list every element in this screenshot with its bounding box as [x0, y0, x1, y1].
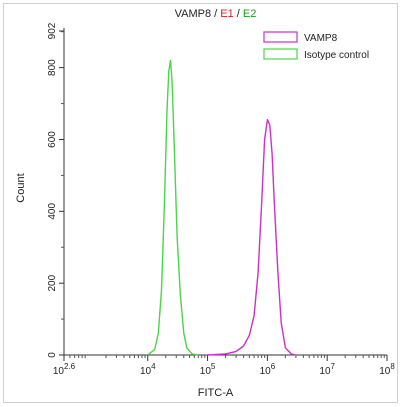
y-tick-label: 800	[47, 59, 58, 76]
x-tick-label: 102.6	[53, 362, 76, 377]
flow-cytometry-histogram: VAMP8 / E1 / E2 102.6 104 105 106 107 108 0 20…	[15, 8, 395, 399]
x-axis-ticks: 102.6 104 105 106 107 108	[53, 355, 395, 377]
y-tick-label: 0	[47, 352, 58, 358]
x-tick-label: 106	[260, 362, 276, 377]
legend: VAMP8 Isotype control	[263, 31, 369, 61]
title-part: E1	[220, 8, 233, 20]
x-axis-label: FITC-A	[198, 387, 234, 399]
series-line	[147, 59, 199, 356]
legend-label: Isotype control	[304, 50, 369, 61]
y-tick-label: 902	[47, 22, 58, 39]
x-tick-label: 108	[379, 362, 395, 377]
legend-swatch	[263, 31, 298, 43]
x-tick-label: 105	[200, 362, 216, 377]
y-tick-label: 400	[47, 203, 58, 220]
series-group	[147, 59, 297, 356]
chart-title: VAMP8 / E1 / E2	[175, 8, 257, 20]
legend-label: VAMP8	[304, 33, 338, 44]
x-tick-label: 107	[319, 362, 335, 377]
x-tick-label: 104	[140, 362, 156, 377]
title-part: /	[234, 8, 243, 20]
y-axis-ticks: 0 200 400 600 800 902	[47, 22, 64, 358]
chart-title-text: VAMP8 / E1 / E2	[175, 8, 257, 20]
title-part: E2	[243, 8, 256, 20]
chart-frame: VAMP8 / E1 / E2 102.6 104 105 106 107 108 0 20…	[3, 3, 398, 403]
title-part: /	[211, 8, 220, 20]
y-tick-label: 600	[47, 131, 58, 148]
series-line	[207, 119, 297, 356]
legend-swatch	[263, 48, 298, 60]
y-tick-label: 200	[47, 274, 58, 291]
title-part: VAMP8	[175, 8, 211, 20]
y-axis-label: Count	[15, 173, 27, 202]
